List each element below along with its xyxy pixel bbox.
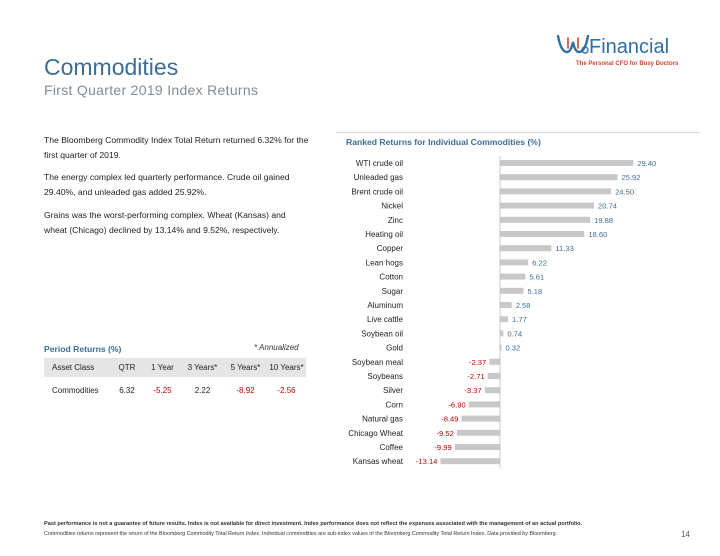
data-label: -2.37	[469, 358, 486, 367]
data-label: -13.14	[416, 457, 438, 466]
period-returns-title: Period Returns (%)	[44, 344, 122, 354]
chart-bar	[500, 202, 595, 209]
data-label: -3.37	[464, 386, 481, 395]
chart-title-rule	[336, 132, 700, 133]
chart-bar	[500, 330, 504, 337]
chart-bar	[500, 160, 634, 166]
table-cell: 6.32	[119, 386, 135, 395]
category-label: Heating oil	[365, 230, 403, 239]
data-label: -9.99	[434, 443, 451, 452]
category-label: Brent crude oil	[351, 187, 403, 196]
data-label: 24.50	[615, 187, 634, 196]
category-label: Natural gas	[362, 415, 403, 424]
data-label: 18.60	[588, 230, 607, 239]
chart-bar	[461, 415, 500, 422]
logo-name: Financial	[589, 36, 670, 58]
data-label: -2.71	[467, 372, 484, 381]
table-header-cell: 10 Years*	[267, 358, 306, 377]
logo-mark-icon	[556, 34, 590, 54]
chart-bar	[500, 231, 585, 237]
annualized-note: * Annualized	[254, 343, 299, 352]
category-label: Soybeans	[367, 372, 403, 381]
chart-bar	[500, 316, 509, 323]
page-title: Commodities	[44, 54, 179, 80]
period-returns-table: Asset Class QTR 1 Year 3 Years* 5 Years*…	[44, 358, 306, 395]
data-label: -9.52	[437, 429, 454, 438]
category-label: Sugar	[382, 287, 404, 296]
bar-chart-svg: WTI crude oil 29.40 Unleaded gas 25.92 Brent…	[348, 156, 656, 469]
table-cell: -8.92	[236, 386, 255, 395]
chart-bar	[454, 444, 500, 450]
table-cell: Commodities	[52, 386, 99, 395]
category-label: Corn	[386, 400, 403, 409]
data-label: 5.18	[527, 287, 542, 296]
table-header-cell: Asset Class	[44, 358, 110, 377]
chart-bar	[500, 188, 612, 195]
table-cell: 2.22	[194, 386, 211, 395]
chart-bar	[456, 429, 500, 436]
data-label: 11.33	[555, 244, 573, 253]
category-label: Aluminum	[367, 301, 403, 310]
category-label: Soybean meal	[352, 358, 403, 367]
chart-bar	[440, 458, 500, 465]
category-label: Unleaded gas	[354, 173, 403, 182]
category-label: WTI crude oil	[356, 159, 403, 168]
chart-bar	[468, 401, 500, 408]
chart-title: Ranked Returns for Individual Commoditie…	[346, 137, 541, 147]
page-number: 14	[681, 530, 690, 539]
commentary-paragraph-1: The Bloomberg Commodity Index Total Retu…	[44, 135, 309, 160]
table-cell: -5.25	[153, 386, 172, 395]
category-label: Silver	[383, 386, 403, 395]
table-header-cell: 5 Years*	[224, 358, 267, 377]
category-label: Coffee	[380, 443, 404, 452]
chart-bar	[500, 287, 524, 294]
data-label: 19.88	[594, 216, 613, 225]
data-label: 0.32	[505, 344, 520, 353]
logo-tagline: The Personal CFO for Busy Doctors	[576, 61, 679, 67]
chart-bar	[487, 373, 500, 379]
category-label: Nickel	[381, 202, 403, 211]
table-header-row: Asset Class QTR 1 Year 3 Years* 5 Years*…	[44, 358, 306, 377]
chart-bar	[500, 302, 512, 308]
table-row: Commodities 6.32 -5.25 2.22 -8.92 -2.56	[44, 377, 306, 395]
chart-bar	[484, 387, 500, 394]
commodity-returns-chart: Ranked Returns for Individual Commoditie…	[336, 132, 700, 477]
page-subtitle: First Quarter 2019 Index Returns	[44, 82, 259, 98]
category-label: Chicago Wheat	[348, 429, 403, 438]
chart-bar	[500, 216, 591, 223]
data-label: 2.58	[516, 301, 531, 310]
data-label: 6.22	[532, 258, 547, 267]
data-label: -6.90	[448, 400, 465, 409]
table-header-cell: 1 Year	[144, 358, 181, 377]
chart-bar	[500, 259, 529, 266]
category-label: Soybean oil	[361, 329, 403, 338]
category-label: Kansas wheat	[353, 457, 404, 466]
category-label: Cotton	[379, 273, 403, 282]
data-label: 1.77	[512, 315, 527, 324]
chart-bar	[500, 174, 618, 181]
data-label: 25.92	[622, 173, 641, 182]
table-header-cell: QTR	[110, 358, 144, 377]
data-label: 20.74	[598, 202, 617, 211]
category-label: Gold	[386, 344, 403, 353]
chart-bar	[500, 273, 526, 280]
table-header-cell: 3 Years*	[181, 358, 224, 377]
commentary-paragraph-3: Grains was the worst-performing complex.…	[44, 210, 286, 235]
category-label: Live cattle	[367, 315, 404, 324]
table-cell: -2.56	[277, 386, 296, 395]
footer-disclaimer: Past performance is not a guarantee of f…	[44, 521, 583, 527]
company-logo: Financial The Personal CFO for Busy Doct…	[556, 30, 696, 74]
data-label: 29.40	[637, 159, 656, 168]
data-label: 0.74	[507, 329, 522, 338]
category-label: Lean hogs	[366, 258, 403, 267]
category-label: Copper	[377, 244, 404, 253]
chart-bar	[500, 245, 552, 252]
data-label: -8.49	[441, 415, 458, 424]
chart-bar	[489, 358, 500, 365]
footer-source: Commodities returns represent the return…	[44, 531, 558, 537]
chart-bar	[500, 344, 502, 351]
commentary-paragraph-2: The energy complex led quarterly perform…	[44, 172, 290, 197]
category-label: Zinc	[388, 216, 403, 225]
data-label: 5.61	[529, 273, 544, 282]
